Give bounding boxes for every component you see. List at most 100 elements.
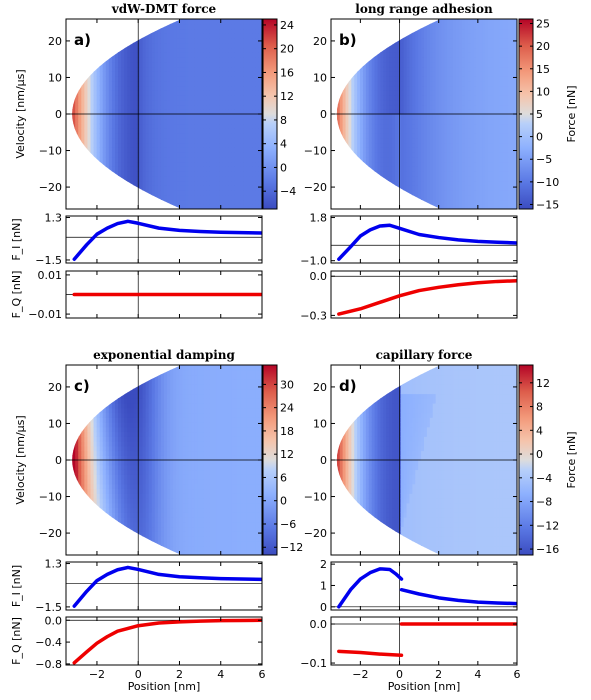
heatmap-cell <box>167 99 171 106</box>
heatmap-cell <box>78 114 82 120</box>
heatmap-cell <box>176 52 180 58</box>
heatmap-cell <box>133 118 138 125</box>
heatmap-cell <box>400 109 405 115</box>
heatmap-cell <box>231 33 236 39</box>
heatmap-cell <box>148 128 153 134</box>
heatmap-cell <box>441 95 445 101</box>
heatmap-cell <box>470 71 475 77</box>
heatmap-cell <box>464 80 469 87</box>
heatmap-cell <box>164 137 168 144</box>
heatmap-cell <box>493 52 498 58</box>
heatmap-cell <box>453 66 457 72</box>
heatmap-cell <box>222 95 226 101</box>
heatmap-cell <box>72 133 76 139</box>
heatmap-cell <box>386 28 390 34</box>
heatmap-cell <box>108 38 113 44</box>
heatmap-cell <box>496 42 501 49</box>
heatmap-cell <box>447 142 451 148</box>
heatmap-cell <box>108 57 113 63</box>
heatmap-cell <box>400 190 405 196</box>
heatmap-cell <box>231 71 236 77</box>
heatmap-cell <box>418 114 422 120</box>
heatmap-cell <box>246 123 251 129</box>
heatmap-cell <box>200 66 205 72</box>
heatmap-cell <box>145 19 150 25</box>
heatmap-cell <box>115 180 119 186</box>
heatmap-cell <box>438 85 443 91</box>
heatmap-cell <box>249 90 254 96</box>
heatmap-cell <box>357 33 361 39</box>
heatmap-cell <box>219 104 223 110</box>
heatmap-cell <box>84 199 89 205</box>
heatmap-cell <box>429 66 434 72</box>
heatmap-cell <box>450 118 454 125</box>
heatmap-cell <box>354 90 358 96</box>
heatmap-cell <box>194 80 199 87</box>
heatmap-cell <box>203 61 208 68</box>
heatmap-cell <box>441 180 445 186</box>
heatmap-cell <box>157 147 162 153</box>
heatmap-cell <box>139 23 144 30</box>
heatmap-cell <box>426 28 431 34</box>
heatmap-cell <box>470 133 475 139</box>
heatmap-cell <box>499 185 504 191</box>
heatmap-cell <box>148 180 153 186</box>
heatmap-cell <box>380 85 384 91</box>
heatmap-cell <box>96 185 101 191</box>
heatmap-cell <box>357 71 361 77</box>
heatmap-cell <box>490 28 495 34</box>
heatmap-cell <box>444 166 448 172</box>
heatmap-cell <box>464 147 469 153</box>
heatmap-cell <box>357 104 361 110</box>
heatmap-cell <box>389 133 393 139</box>
heatmap-cell <box>249 80 254 87</box>
heatmap-cell <box>228 52 232 58</box>
heatmap-cell <box>167 185 171 191</box>
heatmap-cell <box>473 38 477 44</box>
heatmap-cell <box>219 23 223 30</box>
heatmap-cell <box>255 23 260 30</box>
heatmap-cell <box>90 95 95 101</box>
heatmap-cell <box>127 118 131 125</box>
heatmap-cell <box>167 47 171 53</box>
heatmap-cell <box>357 42 361 49</box>
heatmap-cell <box>167 23 171 30</box>
heatmap-cell <box>331 100 335 105</box>
heatmap-cell <box>72 128 73 134</box>
heatmap-cell <box>432 147 437 153</box>
heatmap-cell <box>81 137 85 144</box>
heatmap-cell <box>464 99 469 106</box>
heatmap-cell <box>409 171 413 177</box>
heatmap-cell <box>206 85 211 91</box>
heatmap-cell <box>203 76 208 82</box>
heatmap-cell <box>188 128 193 134</box>
heatmap-cell <box>78 57 82 63</box>
heatmap-cell <box>432 95 437 101</box>
heatmap-cell <box>386 156 390 163</box>
heatmap-cell <box>157 114 162 120</box>
heatmap-cell <box>188 118 193 125</box>
heatmap-cell <box>78 185 82 191</box>
heatmap-cell <box>371 137 376 144</box>
heatmap-cell <box>66 90 70 95</box>
heatmap-cell <box>105 33 110 39</box>
heatmap-cell <box>331 195 335 200</box>
heatmap-cell <box>409 80 413 87</box>
heatmap-cell <box>216 114 220 120</box>
heatmap-cell <box>467 175 472 182</box>
heatmap-cell <box>145 104 150 110</box>
heatmap-cell <box>160 147 165 153</box>
heatmap-cell <box>78 66 82 72</box>
heatmap-cell <box>386 171 390 177</box>
heatmap-cell <box>362 166 367 172</box>
heatmap-cell <box>485 19 489 25</box>
heatmap-cell <box>167 57 171 63</box>
heatmap-cell <box>182 118 187 125</box>
heatmap-cell <box>424 66 428 72</box>
heatmap-cell <box>336 156 338 163</box>
heatmap-cell <box>380 118 384 125</box>
heatmap-cell <box>490 95 495 101</box>
heatmap-cell <box>108 80 113 87</box>
heatmap-cell <box>139 90 144 96</box>
heatmap-cell <box>108 99 113 106</box>
